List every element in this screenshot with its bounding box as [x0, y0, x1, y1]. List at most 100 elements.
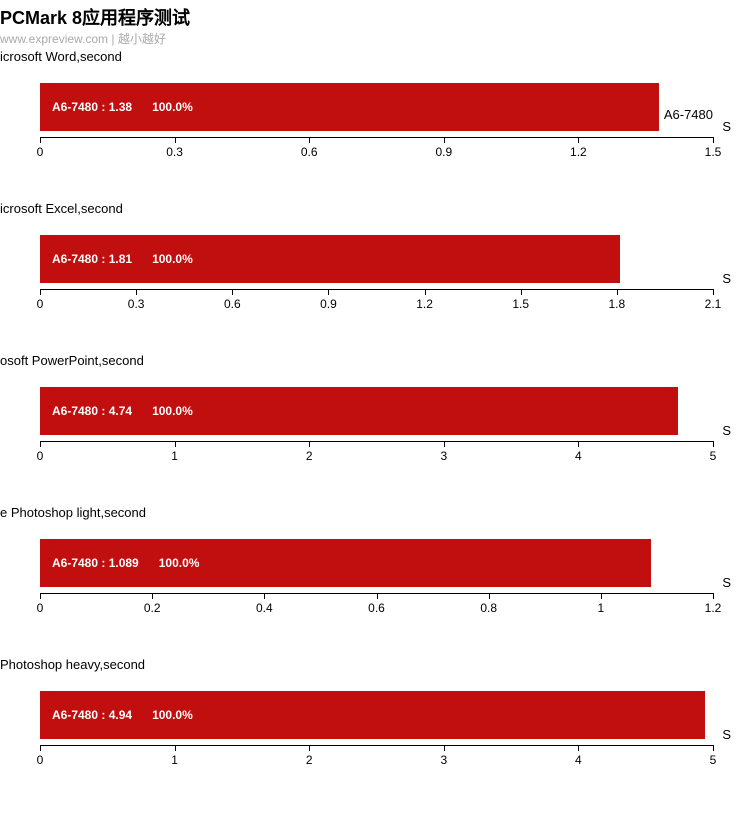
axis-tick — [578, 137, 579, 143]
axis-tick-label: 1.5 — [705, 145, 722, 159]
axis-tick-label: 5 — [710, 449, 717, 463]
axis-tick — [40, 137, 41, 143]
bar: A6-7480 : 4.74 100.0% — [40, 387, 678, 435]
axis-tick-label: 0 — [37, 145, 44, 159]
bar-value-label: A6-7480 : 4.74 — [52, 404, 132, 418]
axis-tick — [175, 137, 176, 143]
axis-line — [40, 745, 713, 746]
chart-block: icrosoft Excel,second A6-7480 : 1.81 100.0… — [0, 201, 743, 353]
bar-value-label: A6-7480 : 1.089 — [52, 556, 139, 570]
axis-tick — [309, 441, 310, 447]
axis-tick-label: 5 — [710, 753, 717, 767]
axis-tick-label: 2 — [306, 753, 313, 767]
axis-tick — [578, 745, 579, 751]
axis-unit-label: S — [722, 119, 731, 134]
bar-percent-label: 100.0% — [152, 708, 193, 722]
axis-tick-label: 2.1 — [705, 297, 722, 311]
axis-unit-label: S — [722, 727, 731, 742]
axis-tick — [489, 593, 490, 599]
axis-tick-label: 0.6 — [301, 145, 318, 159]
bar-area: A6-7480 : 4.74 100.0% — [40, 381, 713, 441]
axis-tick-label: 1.2 — [705, 601, 722, 615]
axis-line — [40, 441, 713, 442]
axis-tick-label: 4 — [575, 753, 582, 767]
axis-tick — [521, 289, 522, 295]
bar: A6-7480 : 4.94 100.0% — [40, 691, 705, 739]
axis-tick — [713, 593, 714, 599]
axis-tick-label: 0.9 — [320, 297, 337, 311]
axis-tick-label: 3 — [440, 449, 447, 463]
axis-tick-label: 0.3 — [166, 145, 183, 159]
bar-area: A6-7480 : 1.81 100.0% — [40, 229, 713, 289]
bar-percent-label: 100.0% — [152, 404, 193, 418]
axis-tick-label: 0.9 — [435, 145, 452, 159]
axis-tick — [152, 593, 153, 599]
axis-tick-label: 1 — [171, 753, 178, 767]
axis-tick — [309, 745, 310, 751]
axis-tick — [713, 745, 714, 751]
axis-line — [40, 137, 713, 138]
axis-tick-label: 0 — [37, 601, 44, 615]
axis-tick — [617, 289, 618, 295]
axis-unit-label: S — [722, 423, 731, 438]
bar: A6-7480 : 1.089 100.0% — [40, 539, 651, 587]
subchart-title: icrosoft Excel,second — [0, 201, 123, 216]
axis-tick-label: 1.2 — [416, 297, 433, 311]
bar-area: A6-7480 : 1.38100.0% — [40, 77, 713, 137]
axis-tick-label: 0.4 — [256, 601, 273, 615]
axis-tick-label: 0 — [37, 753, 44, 767]
axis-tick — [713, 289, 714, 295]
axis-tick-label: 2 — [306, 449, 313, 463]
axis-tick-label: 0 — [37, 297, 44, 311]
axis-tick-label: 0 — [37, 449, 44, 463]
axis-tick — [444, 441, 445, 447]
chart-subtitle: www.expreview.com | 越小越好 — [0, 30, 743, 47]
axis-tick — [40, 441, 41, 447]
axis-unit-label: S — [722, 271, 731, 286]
axis-tick — [309, 137, 310, 143]
bar-value-label: A6-7480 : 4.94 — [52, 708, 132, 722]
axis-tick — [40, 745, 41, 751]
axis-tick-label: 1.5 — [512, 297, 529, 311]
subchart-title: Photoshop heavy,second — [0, 657, 145, 672]
axis-tick-label: 0.3 — [128, 297, 145, 311]
axis-tick — [40, 289, 41, 295]
axis-tick — [578, 441, 579, 447]
axis-unit-label: S — [722, 575, 731, 590]
axis-tick — [264, 593, 265, 599]
axis-tick-label: 1 — [171, 449, 178, 463]
chart-block: osoft PowerPoint,second A6-7480 : 4.74 100… — [0, 353, 743, 505]
subchart-title: icrosoft Word,second — [0, 49, 122, 64]
chart-block: Photoshop heavy,second A6-7480 : 4.94 100.… — [0, 657, 743, 809]
axis-tick — [175, 441, 176, 447]
axis-tick-label: 0.2 — [144, 601, 161, 615]
axis-tick — [328, 289, 329, 295]
chart-title: PCMark 8应用程序测试 — [0, 4, 743, 30]
bar-area: A6-7480 : 1.089 100.0% — [40, 533, 713, 593]
bar-percent-label: 100.0% — [152, 252, 193, 266]
bar: A6-7480 : 1.81 100.0% — [40, 235, 620, 283]
axis-tick — [444, 137, 445, 143]
bar-percent-label: 100.0% — [159, 556, 200, 570]
chart-header: PCMark 8应用程序测试 www.expreview.com | 越小越好 — [0, 0, 743, 49]
bar-percent-label: 100.0% — [152, 100, 193, 114]
axis-tick — [232, 289, 233, 295]
axis-tick — [136, 289, 137, 295]
axis-tick — [40, 593, 41, 599]
axis-tick-label: 1.2 — [570, 145, 587, 159]
axis-tick-label: 0.6 — [368, 601, 385, 615]
subchart-title: osoft PowerPoint,second — [0, 353, 144, 368]
axis-tick — [713, 137, 714, 143]
axis-tick — [377, 593, 378, 599]
subchart-title: e Photoshop light,second — [0, 505, 146, 520]
axis-tick — [425, 289, 426, 295]
axis-tick-label: 0.8 — [480, 601, 497, 615]
bar-area: A6-7480 : 4.94 100.0% — [40, 685, 713, 745]
chart-block: icrosoft Word,second A6-7480 : 1.38100.0%… — [0, 49, 743, 201]
axis-line — [40, 289, 713, 290]
charts-container: A6-7480 icrosoft Word,secondA6-7480 : 1.… — [0, 49, 743, 809]
axis-tick-label: 1.8 — [609, 297, 626, 311]
axis-tick — [601, 593, 602, 599]
chart-block: e Photoshop light,second A6-7480 : 1.089 1… — [0, 505, 743, 657]
bar-value-label: A6-7480 : 1.81 — [52, 252, 132, 266]
